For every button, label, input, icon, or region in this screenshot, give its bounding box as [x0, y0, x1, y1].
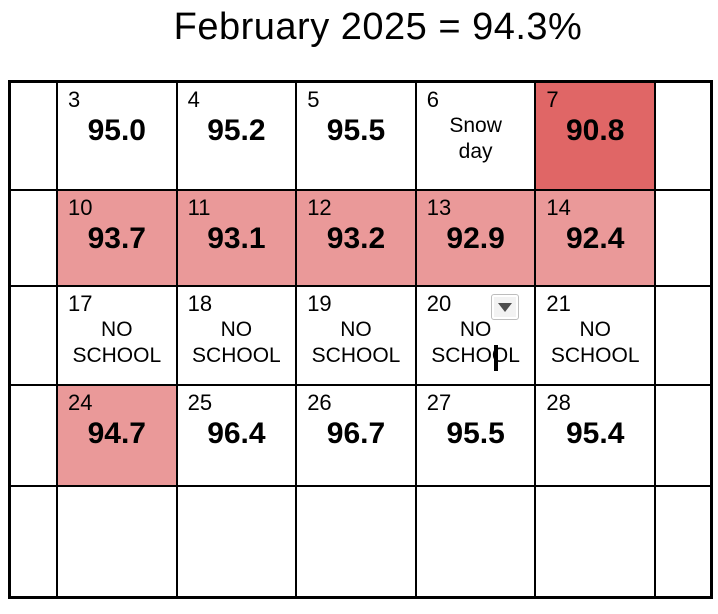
day-cell-14[interactable]: 14 92.4: [535, 190, 655, 286]
day-number: 5: [307, 87, 320, 112]
day-cell-20[interactable]: 20 NO SCHOOL: [415, 286, 536, 385]
day-cell-18[interactable]: 18 NO SCHOOL: [176, 286, 297, 385]
day-number: [58, 487, 176, 491]
note: Snow day: [417, 113, 535, 165]
attendance-value: 95.5: [326, 114, 386, 147]
attendance-value: 95.4: [565, 417, 625, 450]
attendance-value: 96.7: [326, 417, 386, 450]
day-cell-6[interactable]: 6 Snow day: [415, 82, 536, 190]
note-line: SCHOOL: [72, 344, 162, 367]
day-number: 4: [187, 87, 200, 112]
day-number: 19: [307, 291, 332, 316]
day-number: 7: [546, 87, 559, 112]
day-cell-28[interactable]: 28 95.4: [535, 385, 655, 486]
day-number: 10: [68, 195, 93, 220]
day-number: 27: [426, 390, 452, 415]
note-line: NO: [220, 318, 253, 341]
day-number: 13: [426, 195, 452, 220]
spacer-cell-right-row4[interactable]: [654, 385, 711, 486]
note-line: NO: [459, 318, 492, 341]
day-cell-26[interactable]: 26 96.7: [296, 385, 416, 486]
day-number: 17: [68, 291, 93, 316]
day-cell-7[interactable]: 7 90.8: [535, 82, 655, 190]
day-cell-25[interactable]: 25 96.4: [176, 385, 297, 486]
attendance-value: 92.9: [446, 222, 505, 255]
day-number: [178, 487, 296, 491]
day-cell-21[interactable]: 21 NO SCHOOL: [535, 286, 655, 385]
day-number: [297, 487, 415, 491]
day-cell-19[interactable]: 19 NO SCHOOL: [296, 286, 416, 385]
note-line: SCHOOL: [550, 344, 640, 367]
spacer-cell-left-row3[interactable]: [10, 286, 57, 385]
attendance-value: 95.2: [207, 114, 266, 147]
note-line: SCHOOL: [417, 343, 535, 371]
note-line: Snow: [449, 114, 502, 137]
day-number: 6: [426, 87, 440, 112]
note: NO SCHOOL: [297, 317, 415, 369]
day-number: [536, 487, 654, 491]
day-number: 28: [546, 390, 571, 415]
day-cell-17[interactable]: 17 NO SCHOOL: [57, 286, 177, 385]
spacer-cell-left-row2[interactable]: [10, 190, 57, 286]
page-title: February 2025 = 94.3%: [173, 6, 583, 48]
day-cell-4[interactable]: 4 95.2: [176, 82, 297, 190]
day-cell-3[interactable]: 3 95.0: [57, 82, 177, 190]
day-number: 12: [307, 195, 332, 220]
spacer-cell-right-row2[interactable]: [654, 190, 711, 286]
filter-dropdown-button[interactable]: [491, 294, 520, 320]
note: NO SCHOOL: [536, 317, 654, 369]
note-line: NO: [579, 318, 611, 341]
note: NO SCHOOL: [417, 317, 535, 371]
day-number: 21: [546, 291, 571, 316]
day-cell-11[interactable]: 11 93.1: [176, 190, 297, 286]
attendance-value: 95.0: [87, 114, 146, 147]
day-number: 3: [68, 87, 81, 112]
spacer-cell-left-row4[interactable]: [10, 385, 57, 486]
empty-day-cell[interactable]: [296, 486, 416, 597]
empty-day-cell[interactable]: [535, 486, 655, 597]
day-cell-12[interactable]: 12 93.2: [296, 190, 416, 286]
attendance-value: 95.5: [446, 417, 505, 450]
chevron-down-icon: [498, 302, 513, 312]
day-cell-13[interactable]: 13 92.9: [415, 190, 536, 286]
attendance-value: 93.1: [207, 222, 266, 255]
empty-day-cell[interactable]: [176, 486, 297, 597]
empty-day-cell[interactable]: [57, 486, 177, 597]
spacer-cell-left-row1[interactable]: [10, 82, 57, 190]
spacer-cell-left-row5[interactable]: [10, 486, 57, 597]
attendance-value: 93.7: [87, 222, 146, 255]
day-cell-5[interactable]: 5 95.5: [296, 82, 416, 190]
day-cell-27[interactable]: 27 95.5: [415, 385, 536, 486]
day-number: 25: [187, 390, 213, 415]
day-number: [417, 487, 535, 491]
note-line: NO: [101, 318, 133, 341]
note: NO SCHOOL: [178, 317, 296, 369]
day-number: 24: [68, 390, 93, 415]
attendance-value: 90.8: [565, 114, 625, 147]
attendance-value: 92.4: [565, 222, 625, 255]
spacer-cell-right-row5[interactable]: [654, 486, 711, 597]
spacer-cell-right-row3[interactable]: [654, 286, 711, 385]
day-number: 14: [546, 195, 571, 220]
day-number: 26: [307, 390, 332, 415]
day-number: 18: [187, 291, 213, 316]
day-cell-10[interactable]: 10 93.7: [57, 190, 177, 286]
empty-day-cell[interactable]: [415, 486, 536, 597]
attendance-value: 96.4: [207, 417, 266, 450]
note-line: SCHOOL: [192, 344, 281, 367]
attendance-value: 93.2: [326, 222, 386, 255]
day-cell-24[interactable]: 24 94.7: [57, 385, 177, 486]
calendar-grid: 3 95.0 4 95.2 5 95.5 6 Snow day 7 90.8 10 93.7 11 93.1…: [8, 80, 713, 599]
day-number: 11: [187, 195, 211, 220]
text-caret: [493, 345, 498, 371]
note-line: SCHOOL: [311, 344, 401, 367]
note-line: NO: [340, 318, 372, 341]
attendance-value: 94.7: [87, 417, 146, 450]
spacer-cell-right-row1[interactable]: [654, 82, 711, 190]
day-number: 20: [426, 291, 452, 316]
note: NO SCHOOL: [58, 317, 176, 369]
note-line: day: [458, 140, 493, 163]
